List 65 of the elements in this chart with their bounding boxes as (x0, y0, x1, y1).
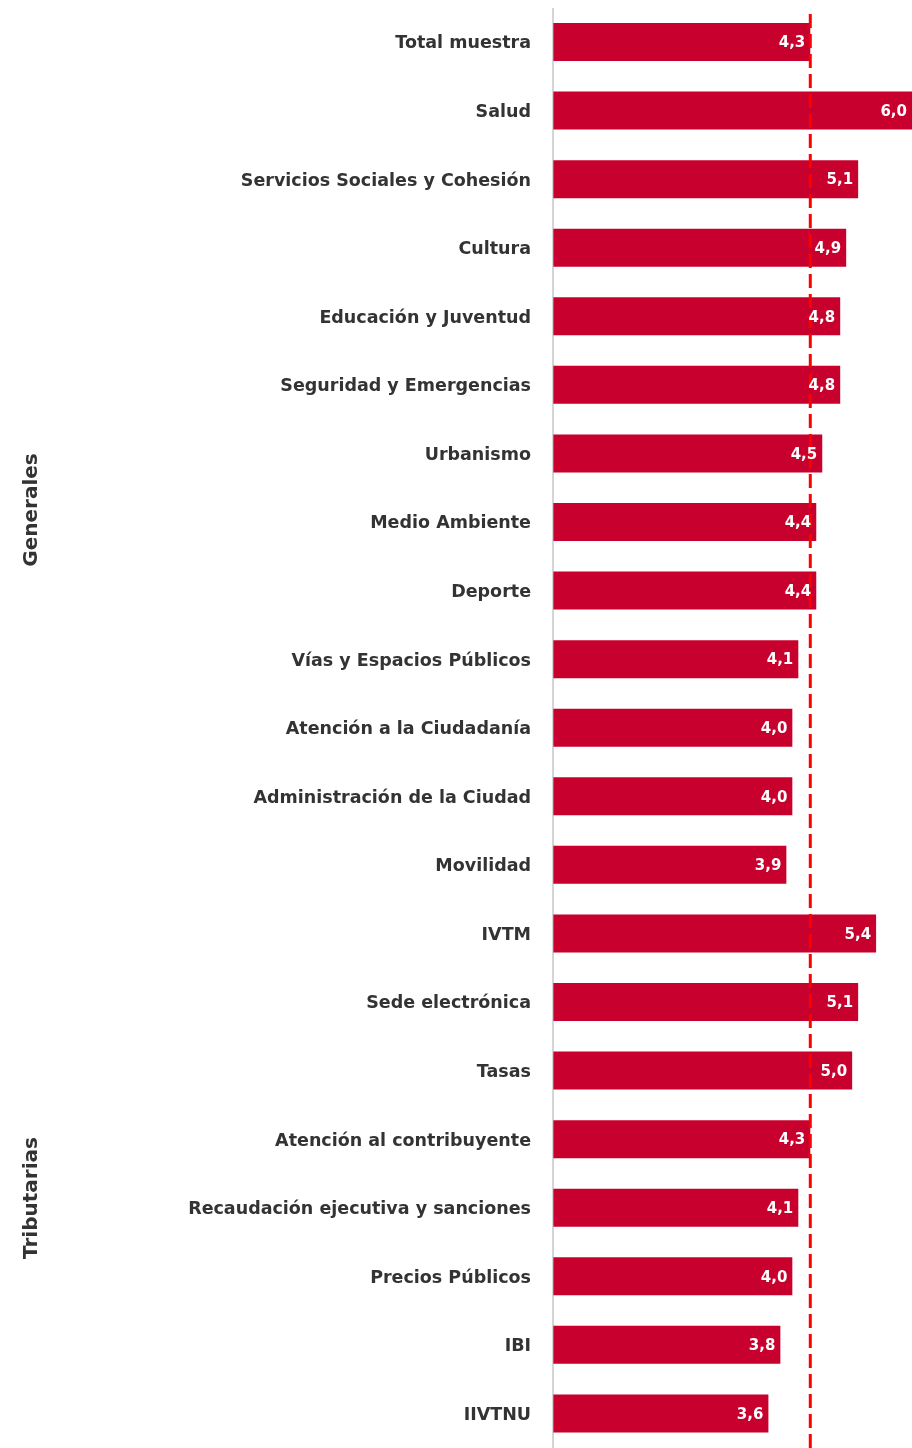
data-label: 4,9 (814, 239, 842, 258)
data-label: 3,9 (754, 856, 782, 875)
y-tick-label: Tasas (476, 1061, 531, 1082)
data-label: 5,1 (826, 993, 854, 1012)
data-label: 4,5 (790, 444, 818, 463)
y-tick-label: Sede electrónica (366, 992, 531, 1013)
data-label: 4,1 (766, 1199, 794, 1218)
bar (553, 1188, 799, 1227)
data-label: 5,4 (844, 924, 872, 943)
data-label: 4,8 (808, 376, 836, 395)
bar (553, 23, 811, 61)
bar (553, 914, 877, 953)
bar (553, 160, 859, 199)
y-tick-label: Recaudación ejecutiva y sanciones (188, 1198, 531, 1219)
y-tick-label: Educación y Juventud (319, 306, 531, 327)
y-tick-label: Vías y Espacios Públicos (291, 649, 531, 670)
data-label: 4,0 (760, 787, 788, 806)
bar (553, 1051, 853, 1090)
y-tick-label: Servicios Sociales y Cohesión (240, 169, 531, 190)
bar (553, 571, 817, 610)
y-tick-label: Medio Ambiente (370, 512, 532, 533)
y-tick-label: Administración de la Ciudad (253, 786, 531, 807)
data-label: 5,1 (826, 170, 854, 189)
data-label: 3,8 (748, 1336, 776, 1355)
y-tick-label: Urbanismo (424, 443, 531, 464)
bar (553, 1120, 811, 1159)
bar (553, 503, 817, 541)
y-tick-label: Movilidad (435, 855, 531, 876)
bar (553, 91, 912, 130)
y-tick-label: Precios Públicos (370, 1266, 531, 1287)
data-label: 4,3 (778, 33, 806, 52)
y-tick-label: Atención a la Ciudadanía (285, 718, 531, 739)
bar (553, 434, 823, 473)
bar (553, 845, 787, 884)
data-label: 4,4 (784, 513, 812, 532)
bar (553, 1394, 769, 1433)
data-label: 4,4 (784, 581, 812, 600)
bar (553, 1325, 781, 1364)
data-label: 4,3 (778, 1130, 806, 1149)
y-tick-label: IBI (504, 1335, 531, 1356)
data-label: 4,8 (808, 307, 836, 326)
y-tick-label: Deporte (451, 581, 532, 602)
bar (553, 983, 859, 1021)
data-label: 4,0 (760, 1267, 788, 1286)
bar (553, 297, 841, 336)
bar (553, 365, 841, 404)
bar (553, 708, 793, 747)
data-label: 5,0 (820, 1061, 848, 1080)
text: Tributarias (18, 1136, 42, 1261)
y-tick-label: IIVTNU (463, 1403, 531, 1424)
y-tick-label: Seguridad y Emergencias (280, 375, 531, 396)
y-tick-label: Cultura (458, 238, 531, 259)
y-tick-label: IVTM (481, 923, 531, 944)
bar (553, 228, 847, 267)
data-label: 3,6 (736, 1404, 764, 1423)
bar (553, 777, 793, 816)
data-label: 6,0 (880, 101, 907, 120)
data-label: 4,1 (766, 650, 794, 669)
text: Generales (18, 452, 42, 569)
y-tick-label: Salud (475, 101, 531, 122)
data-label: 4,0 (760, 719, 788, 738)
bar (553, 1257, 793, 1296)
bar (553, 640, 799, 679)
y-tick-label: Atención al contribuyente (275, 1129, 532, 1150)
y-tick-label: Total muestra (395, 32, 531, 53)
